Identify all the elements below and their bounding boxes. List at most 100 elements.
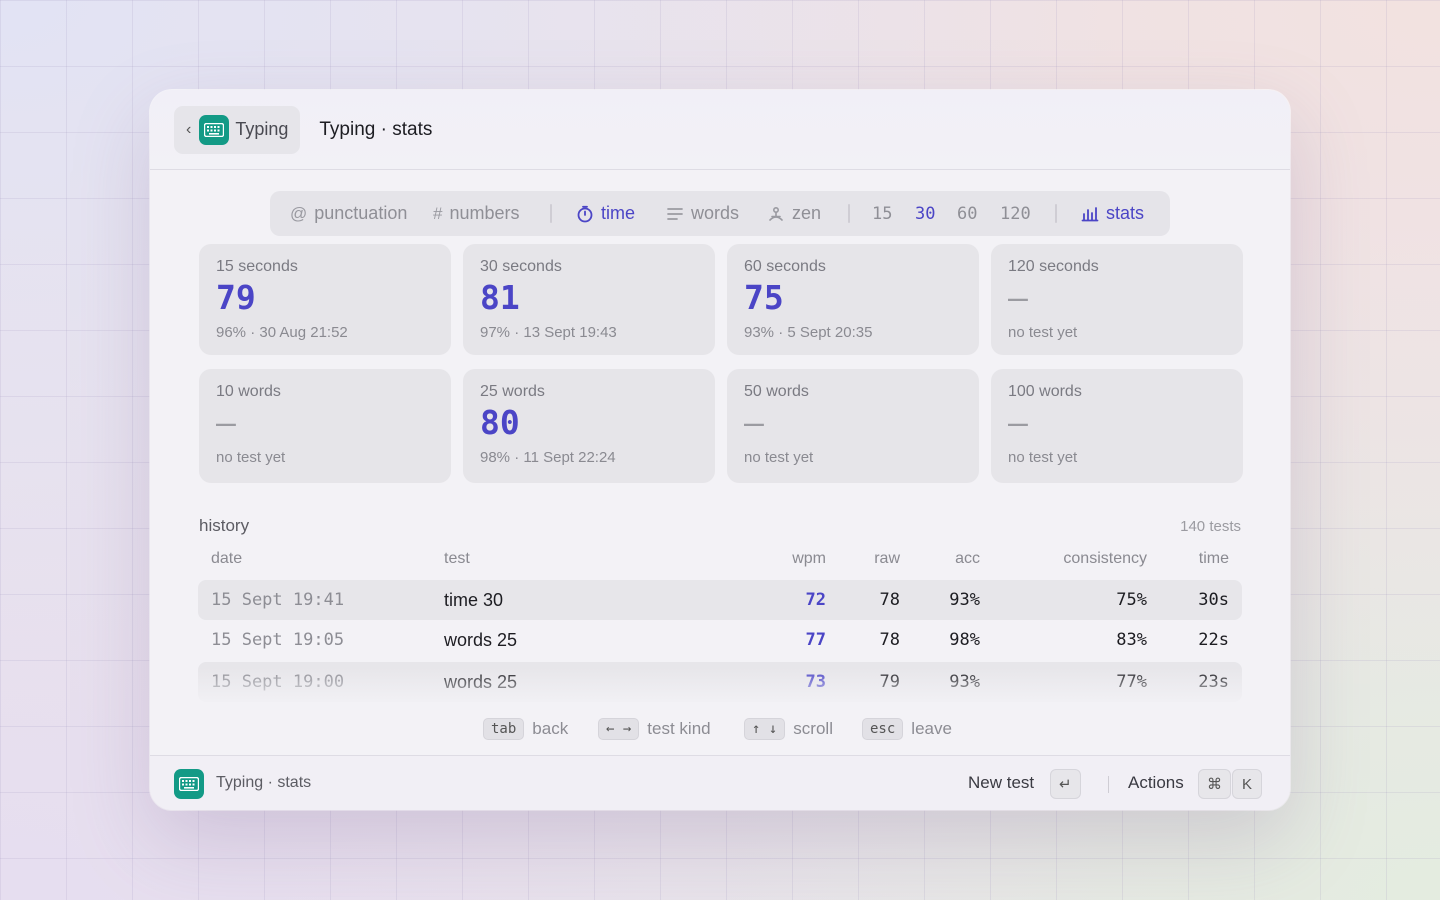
text-lines-icon <box>667 207 683 220</box>
card-wpm: 80 <box>480 403 520 442</box>
cell-acc: 98% <box>949 630 980 650</box>
card-detail: 93% · 5 Sept 20:35 <box>744 324 873 341</box>
mode-zen[interactable]: zen <box>767 191 821 236</box>
divider <box>848 204 850 223</box>
pb-card-15-seconds[interactable]: 15 seconds 79 96% · 30 Aug 21:52 <box>199 244 451 355</box>
hint-label: back <box>532 719 569 738</box>
punctuation-label: punctuation <box>314 203 408 223</box>
card-wpm: — <box>744 403 764 442</box>
punctuation-toggle[interactable]: @ punctuation <box>290 191 407 236</box>
card-wpm: — <box>1008 278 1028 317</box>
pb-card-120-seconds[interactable]: 120 seconds — no test yet <box>991 244 1243 355</box>
card-wpm: 81 <box>480 278 520 317</box>
words-label: words <box>691 203 740 223</box>
numbers-label: numbers <box>449 203 520 223</box>
card-label: 30 seconds <box>480 258 562 275</box>
card-detail: 96% · 30 Aug 21:52 <box>216 324 348 341</box>
card-detail: 97% · 13 Sept 19:43 <box>480 324 617 341</box>
cell-acc: 93% <box>949 672 980 692</box>
stopwatch-icon <box>577 205 593 222</box>
duration-30[interactable]: 30 <box>915 203 936 224</box>
bar-chart-icon <box>1081 206 1099 221</box>
at-icon: @ <box>290 203 308 223</box>
card-detail: no test yet <box>1008 324 1078 341</box>
tab-key: tab <box>483 718 525 740</box>
pb-card-30-seconds[interactable]: 30 seconds 81 97% · 13 Sept 19:43 <box>463 244 715 355</box>
hint-arrows-vertical: ↑ ↓ scroll <box>744 718 833 740</box>
duration-15[interactable]: 15 <box>872 203 893 224</box>
column-header-consistency: consistency <box>1063 550 1147 567</box>
column-header-time: time <box>1198 550 1229 567</box>
cell-acc: 93% <box>949 590 980 610</box>
card-wpm: — <box>216 403 236 442</box>
actions-button[interactable]: Actions <box>1128 773 1184 792</box>
cell-test: time 30 <box>444 590 504 610</box>
card-label: 100 words <box>1008 383 1082 400</box>
card-wpm: 75 <box>744 278 784 317</box>
zen-icon <box>769 206 783 221</box>
card-label: 50 words <box>744 383 809 400</box>
card-label: 60 seconds <box>744 258 826 275</box>
card-label: 15 seconds <box>216 258 298 275</box>
footer-title: Typing · stats <box>216 774 312 791</box>
duration-120[interactable]: 120 <box>1000 203 1031 224</box>
card-label: 25 words <box>480 383 545 400</box>
divider <box>1055 204 1057 223</box>
column-header-test: test <box>444 550 470 567</box>
stats-tab[interactable]: stats <box>1081 191 1144 236</box>
pb-card-10-words[interactable]: 10 words — no test yet <box>199 369 451 483</box>
time-label: time <box>601 203 636 223</box>
card-detail: 98% · 11 Sept 22:24 <box>480 449 616 466</box>
pb-card-50-words[interactable]: 50 words — no test yet <box>727 369 979 483</box>
hint-tab: tab back <box>483 718 568 740</box>
cell-raw: 78 <box>879 630 900 650</box>
mode-words[interactable]: words <box>666 191 739 236</box>
cell-date: 15 Sept 19:41 <box>211 590 345 610</box>
divider <box>550 204 552 223</box>
hint-label: test kind <box>647 719 711 738</box>
cell-consistency: 77% <box>1116 672 1147 692</box>
pb-card-25-words[interactable]: 25 words 80 98% · 11 Sept 22:24 <box>463 369 715 483</box>
back-button[interactable]: ‹ Typing <box>174 105 301 154</box>
hint-esc: esc leave <box>862 718 952 740</box>
mode-time[interactable]: time <box>576 191 635 236</box>
cell-raw: 78 <box>879 590 900 610</box>
hint-arrows-horizontal: ← → test kind <box>598 718 711 740</box>
new-test-button[interactable]: New test <box>968 773 1035 792</box>
divider <box>1108 776 1109 793</box>
stats-window: ‹ Typing Typing · stats @ punctuation # … <box>150 90 1290 810</box>
table-row[interactable]: 15 Sept 19:05 words 25 77 78 98% 83% 22s <box>198 620 1242 660</box>
cell-consistency: 75% <box>1116 590 1147 610</box>
table-row[interactable]: 15 Sept 19:00 words 25 73 79 93% 77% 23s <box>198 662 1242 702</box>
keyboard-app-icon <box>174 769 204 799</box>
command-key-icon: ⌘ <box>1198 769 1231 799</box>
column-header-wpm: wpm <box>792 550 826 567</box>
card-label: 10 words <box>216 383 281 400</box>
cell-time: 23s <box>1198 672 1229 692</box>
pb-card-60-seconds[interactable]: 60 seconds 75 93% · 5 Sept 20:35 <box>727 244 979 355</box>
card-label: 120 seconds <box>1008 258 1099 275</box>
cell-test: words 25 <box>444 672 518 692</box>
duration-60[interactable]: 60 <box>957 203 978 224</box>
cell-time: 30s <box>1198 590 1229 610</box>
card-wpm: 79 <box>216 278 256 317</box>
hash-icon: # <box>433 203 443 223</box>
chevron-left-icon: ‹ <box>186 120 192 138</box>
cell-test: words 25 <box>444 630 518 650</box>
cell-date: 15 Sept 19:05 <box>211 630 345 650</box>
back-label: Typing <box>235 119 289 139</box>
pb-card-100-words[interactable]: 100 words — no test yet <box>991 369 1243 483</box>
left-right-arrow-keys: ← → <box>598 718 640 740</box>
numbers-toggle[interactable]: # numbers <box>433 191 520 236</box>
column-header-date: date <box>211 550 243 567</box>
hint-label: scroll <box>793 719 833 738</box>
history-title: history <box>199 516 250 535</box>
up-down-arrow-keys: ↑ ↓ <box>744 718 786 740</box>
card-detail: no test yet <box>744 449 814 466</box>
history-count: 140 tests <box>1180 518 1241 535</box>
card-detail: no test yet <box>216 449 286 466</box>
keyboard-app-icon <box>199 114 230 145</box>
card-wpm: — <box>1008 403 1028 442</box>
table-row[interactable]: 15 Sept 19:41 time 30 72 78 93% 75% 30s <box>198 580 1242 620</box>
zen-label: zen <box>792 203 822 223</box>
